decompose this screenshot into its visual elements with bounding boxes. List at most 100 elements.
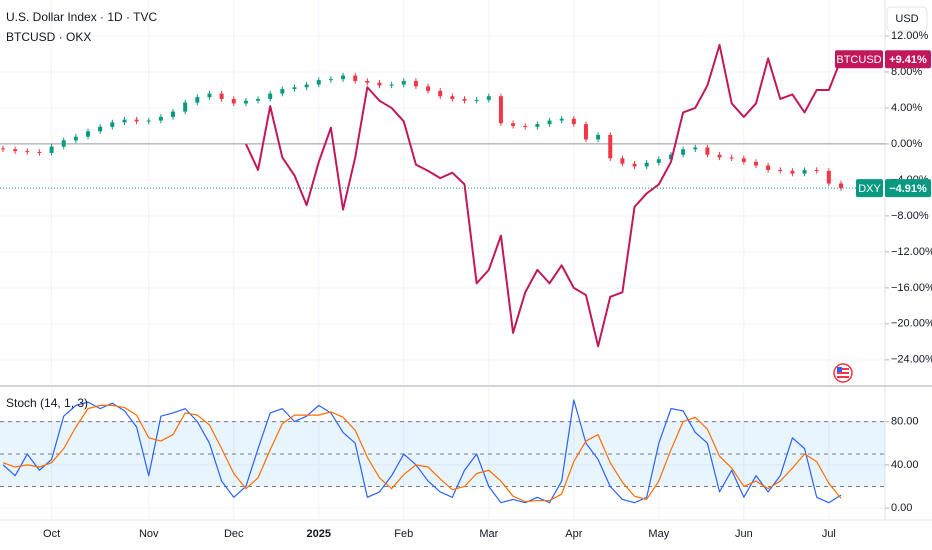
last-value-box [885, 179, 931, 198]
x-tick-label: Oct [43, 528, 60, 540]
candle-body [426, 86, 431, 91]
candle-body [316, 80, 321, 85]
candle-body [668, 154, 673, 160]
candle-body [741, 158, 746, 162]
candle-body [814, 170, 819, 172]
candle-body [134, 119, 139, 122]
candle-body [195, 97, 200, 103]
candle-body [632, 163, 637, 167]
candle-body [438, 90, 443, 97]
y-tick-label: −8.00% [891, 210, 929, 222]
candle-body [729, 157, 734, 159]
candle-body [705, 147, 710, 155]
candle-body [365, 80, 370, 83]
candle-body [413, 80, 418, 87]
x-tick-label: Nov [139, 528, 159, 540]
x-tick-label: May [648, 528, 669, 540]
candle-body [535, 124, 540, 127]
candle-body [596, 134, 601, 140]
x-tick-label: Jun [735, 528, 753, 540]
series-legend: BTCUSD · OKX [6, 30, 91, 44]
candle-body [826, 170, 831, 184]
candle-body [13, 149, 18, 152]
candle-body [1, 148, 5, 150]
x-tick-label: Mar [479, 528, 498, 540]
candle-body [37, 152, 42, 154]
candle-body [61, 140, 66, 147]
candle-body [790, 170, 795, 174]
y-tick-label: 0.00% [891, 138, 922, 150]
y-tick-label: 4.00% [891, 102, 922, 114]
overlay-layer: U.S. Dollar Index · 1D · TVC BTCUSD · OK… [6, 6, 931, 410]
last-value-label: +9.41% [889, 54, 927, 66]
candle-body [280, 89, 285, 94]
candle-body [474, 99, 479, 101]
candle-body [462, 98, 467, 101]
candle-body [656, 159, 661, 163]
candle-body [158, 116, 163, 121]
y-tick-label: 8.00% [891, 66, 922, 78]
candle-body [753, 161, 758, 166]
currency-label[interactable]: USD [895, 13, 918, 25]
candle-body [547, 120, 552, 125]
stoch-line [2, 399, 842, 504]
candle-body [450, 96, 455, 99]
candle-body [146, 120, 151, 122]
x-tick-label: 2025 [307, 528, 331, 540]
candle-body [511, 123, 516, 126]
y-tick-label: 12.00% [891, 30, 929, 42]
candle-body [86, 131, 91, 137]
stoch-line [2, 404, 842, 503]
x-tick-label: Dec [224, 528, 244, 540]
last-value-label: −4.91% [889, 183, 927, 195]
series-tag [856, 179, 883, 198]
candle-body [681, 149, 686, 155]
y-tick-label: −12.00% [891, 246, 932, 258]
candle-body [498, 96, 503, 124]
candle-body [766, 165, 771, 171]
candle-body [583, 124, 588, 140]
y-tick-label: −24.00% [891, 354, 932, 366]
flag-icon [833, 363, 853, 383]
y-tick-label: 40.00 [891, 459, 919, 471]
x-tick-label: Feb [394, 528, 413, 540]
candle-body [571, 118, 576, 125]
candle-body [778, 170, 783, 172]
candle-body [207, 93, 212, 98]
candle-body [256, 98, 261, 101]
candle-body [292, 87, 297, 90]
series-tag [835, 50, 883, 69]
x-tick-label: Apr [565, 528, 582, 540]
candle-body [559, 118, 564, 121]
candle-body [231, 98, 236, 104]
last-value-box [885, 50, 931, 69]
candle-body [717, 154, 722, 158]
candle-body [693, 147, 698, 150]
candle-body [268, 93, 273, 99]
y-tick-label: −16.00% [891, 282, 932, 294]
y-tick-label: −20.00% [891, 318, 932, 330]
x-tick-label: Jul [822, 528, 836, 540]
candle-body [73, 136, 78, 141]
series-tag-name: DXY [858, 183, 881, 195]
candle-body [620, 158, 625, 164]
candle-body [122, 119, 127, 123]
chart-title: U.S. Dollar Index · 1D · TVC [6, 10, 157, 24]
candle-body [353, 75, 358, 81]
candle-body [389, 84, 394, 86]
candle-body [523, 125, 528, 127]
candle-body [341, 75, 346, 80]
candle-body [171, 111, 176, 117]
candle-body [25, 151, 30, 153]
series-line [244, 43, 842, 348]
candle-body [183, 102, 188, 112]
candle-body [98, 126, 103, 132]
candle-body [110, 122, 115, 127]
currency-button[interactable] [886, 6, 928, 32]
candle-body [839, 183, 843, 189]
candle-body [304, 84, 309, 88]
y-tick-label: 80.00 [891, 416, 919, 428]
candle-body [644, 162, 649, 167]
